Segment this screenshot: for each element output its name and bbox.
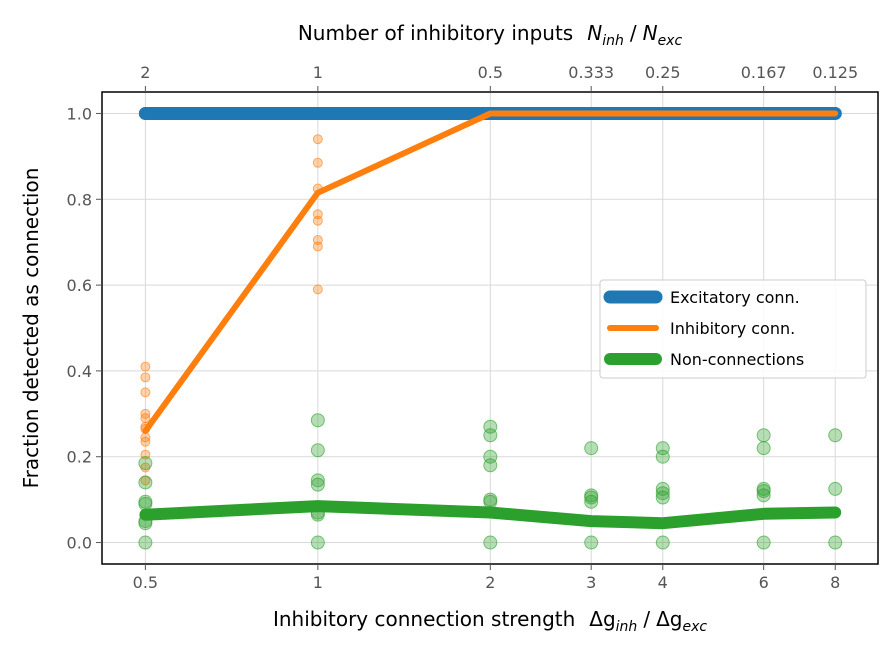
- y-tick-label: 0.2: [67, 448, 92, 467]
- data-point: [655, 490, 670, 505]
- y-tick-label: 0.4: [67, 362, 92, 381]
- data-point: [655, 449, 670, 464]
- data-point: [140, 361, 151, 372]
- data-point: [756, 484, 771, 499]
- y-tick-label: 1.0: [67, 104, 92, 123]
- data-point: [310, 535, 325, 550]
- x-tick-label: 2: [485, 573, 495, 592]
- data-point: [483, 428, 498, 443]
- data-point: [483, 535, 498, 550]
- plot-data: [138, 106, 843, 550]
- x-tick-label: 3: [586, 573, 596, 592]
- y-tick-label: 0.0: [67, 534, 92, 553]
- data-point: [140, 436, 151, 447]
- data-point: [756, 441, 771, 456]
- data-point: [584, 441, 599, 456]
- data-point: [310, 413, 325, 428]
- y-tick-label: 0.8: [67, 190, 92, 209]
- top-x-tick-label: 0.125: [812, 63, 858, 82]
- y-axis-title: Fraction detected as connection: [19, 168, 43, 489]
- data-point: [655, 535, 670, 550]
- data-point: [310, 443, 325, 458]
- axes: 0.5 1 2 3 4 6 8 2 1 0.5 0.333 0.25 0.167 0.125 0.0 0.2 0…: [67, 63, 879, 592]
- x-axis-title: Inhibitory connection strength Δginh / Δgex…: [273, 607, 707, 635]
- top-x-tick-label: 0.167: [741, 63, 787, 82]
- data-point: [312, 157, 323, 168]
- x-tick-label: 0.5: [133, 573, 158, 592]
- data-point: [312, 284, 323, 295]
- data-point: [756, 428, 771, 443]
- data-point: [483, 458, 498, 473]
- top-x-axis-title: Number of inhibitory inputs Ninh / Nexc: [298, 21, 683, 49]
- x-tick-label: 8: [830, 573, 840, 592]
- data-point: [140, 387, 151, 398]
- data-point: [584, 490, 599, 505]
- non-connections-line: [139, 500, 842, 530]
- data-point: [584, 494, 599, 509]
- data-point: [828, 481, 843, 496]
- data-point: [756, 535, 771, 550]
- x-tick-label: 6: [759, 573, 769, 592]
- data-point: [828, 535, 843, 550]
- data-point: [584, 535, 599, 550]
- data-point: [655, 486, 670, 501]
- x-tick-label: 1: [313, 573, 323, 592]
- data-point: [756, 488, 771, 503]
- legend-label: Non-connections: [670, 350, 804, 369]
- legend-label: Inhibitory conn.: [670, 319, 795, 338]
- top-x-tick-label: 2: [140, 63, 150, 82]
- top-x-tick-label: 0.5: [478, 63, 503, 82]
- top-x-tick-label: 0.333: [568, 63, 614, 82]
- data-point: [138, 475, 153, 490]
- legend-label: Excitatory conn.: [670, 288, 800, 307]
- data-point: [310, 477, 325, 492]
- data-point: [312, 134, 323, 145]
- y-tick-label: 0.6: [67, 276, 92, 295]
- x-tick-label: 4: [658, 573, 668, 592]
- data-point: [138, 535, 153, 550]
- data-point: [140, 413, 151, 424]
- top-x-tick-label: 0.25: [645, 63, 681, 82]
- legend: Excitatory conn. Inhibitory conn. Non-conn…: [599, 279, 867, 379]
- data-point: [828, 428, 843, 443]
- inhibitory-line: [142, 110, 839, 434]
- data-point: [138, 456, 153, 471]
- data-point: [140, 372, 151, 383]
- legend-box: [599, 279, 867, 379]
- data-point: [312, 215, 323, 226]
- data-point: [312, 241, 323, 252]
- data-point: [310, 473, 325, 488]
- top-x-tick-label: 1: [313, 63, 323, 82]
